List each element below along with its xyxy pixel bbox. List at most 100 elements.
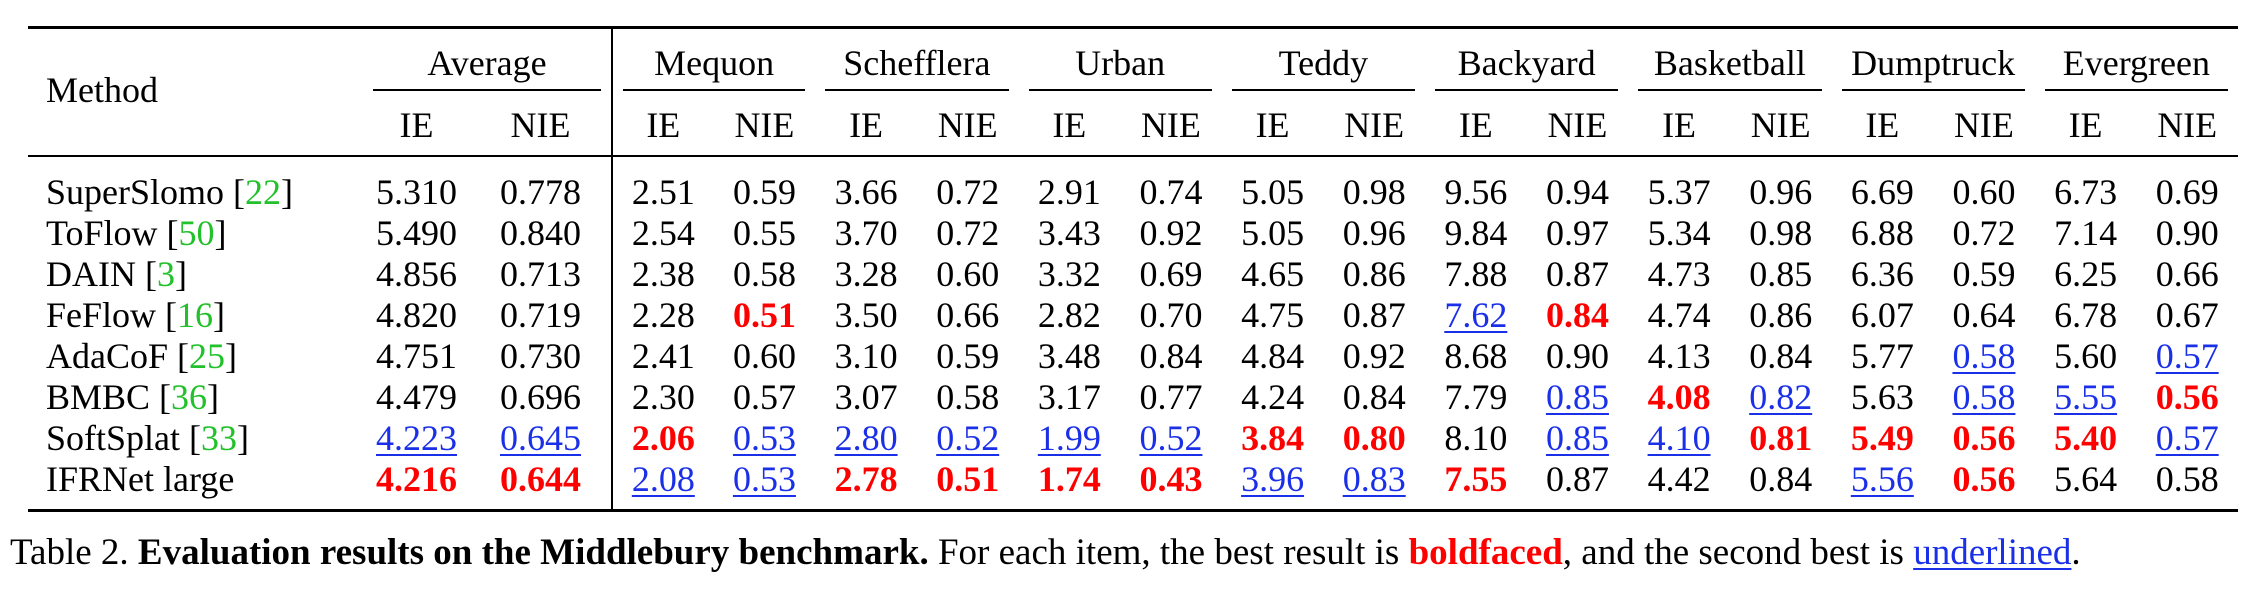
value-cell: 4.856 bbox=[363, 253, 470, 294]
value-cell: 0.57 bbox=[2136, 335, 2238, 376]
value-text: 0.59 bbox=[1952, 253, 2016, 294]
group-label: Evergreen bbox=[2044, 43, 2228, 91]
value-cell: 0.58 bbox=[917, 376, 1019, 417]
value-cell: 0.43 bbox=[1120, 458, 1222, 511]
value-text: 0.69 bbox=[2155, 171, 2219, 212]
value-cell: 2.41 bbox=[612, 335, 714, 376]
caption-prefix: Table 2. bbox=[10, 532, 129, 573]
metric-header-schefflera-ie: IE bbox=[815, 95, 917, 157]
value-text: 6.69 bbox=[1850, 171, 1914, 212]
value-text: 0.58 bbox=[1952, 335, 2016, 376]
value-cell: 2.51 bbox=[612, 156, 714, 212]
group-label: Teddy bbox=[1231, 43, 1415, 91]
value-cell: 5.56 bbox=[1832, 458, 1934, 511]
value-text: 3.28 bbox=[834, 253, 898, 294]
value-cell: 0.85 bbox=[1527, 417, 1629, 458]
value-text: 5.60 bbox=[2054, 335, 2118, 376]
citation-link[interactable]: 3 bbox=[156, 253, 175, 294]
value-text: 0.97 bbox=[1545, 212, 1609, 253]
method-name: SoftSplat bbox=[46, 417, 181, 458]
group-header-backyard: Backyard bbox=[1425, 26, 1629, 95]
table-head: Method Average Mequon Schefflera Urban Teddy… bbox=[28, 26, 2238, 157]
value-text: 2.54 bbox=[631, 212, 695, 253]
value-text: 0.84 bbox=[1139, 335, 1203, 376]
value-cell: 2.28 bbox=[612, 294, 714, 335]
value-text: 4.84 bbox=[1241, 335, 1305, 376]
value-text: 5.49 bbox=[1850, 417, 1914, 458]
value-cell: 0.86 bbox=[1323, 253, 1425, 294]
table-row: AdaCoF [25] 4.751 0.730 2.41 0.60 3.10 0.59 3.4… bbox=[28, 335, 2238, 376]
metric-header-urban-nie: NIE bbox=[1120, 95, 1222, 157]
method-name: FeFlow bbox=[46, 294, 157, 335]
value-text: 2.38 bbox=[631, 253, 695, 294]
citation-link[interactable]: 50 bbox=[178, 212, 215, 253]
value-cell: 3.66 bbox=[815, 156, 917, 212]
value-text: 9.56 bbox=[1444, 171, 1508, 212]
value-cell: 6.73 bbox=[2035, 156, 2137, 212]
value-cell: 4.75 bbox=[1222, 294, 1324, 335]
value-cell: 2.38 bbox=[612, 253, 714, 294]
value-text: 8.68 bbox=[1444, 335, 1508, 376]
value-cell: 3.43 bbox=[1019, 212, 1121, 253]
value-cell: 0.51 bbox=[917, 458, 1019, 511]
value-text: 1.99 bbox=[1037, 417, 1101, 458]
value-cell: 0.87 bbox=[1527, 458, 1629, 511]
value-cell: 0.51 bbox=[714, 294, 816, 335]
value-text: 0.82 bbox=[1749, 376, 1813, 417]
results-table: Method Average Mequon Schefflera Urban Teddy… bbox=[28, 26, 2238, 512]
value-cell: 4.73 bbox=[1628, 253, 1730, 294]
value-text: 3.17 bbox=[1037, 376, 1101, 417]
value-cell: 0.72 bbox=[917, 156, 1019, 212]
group-header-evergreen: Evergreen bbox=[2034, 26, 2238, 95]
citation-link[interactable]: 33 bbox=[201, 417, 238, 458]
value-cell: 0.77 bbox=[1120, 376, 1222, 417]
value-text: 3.96 bbox=[1241, 458, 1305, 499]
metric-header-teddy-nie: NIE bbox=[1323, 95, 1425, 157]
value-cell: 0.84 bbox=[1120, 335, 1222, 376]
value-cell: 0.644 bbox=[470, 458, 613, 511]
value-text: 0.58 bbox=[936, 376, 1000, 417]
value-cell: 0.96 bbox=[1323, 212, 1425, 253]
citation-link[interactable]: 25 bbox=[189, 335, 226, 376]
value-cell: 4.65 bbox=[1222, 253, 1324, 294]
value-cell: 9.84 bbox=[1425, 212, 1527, 253]
value-cell: 0.778 bbox=[470, 156, 613, 212]
value-cell: 5.40 bbox=[2035, 417, 2137, 458]
value-text: 0.53 bbox=[732, 417, 796, 458]
value-cell: 6.36 bbox=[1832, 253, 1934, 294]
value-cell: 0.87 bbox=[1323, 294, 1425, 335]
metric-header-row: IE NIE IE NIE IE NIE IE NIE IE NIE IE NIE IE NIE IE NIE… bbox=[28, 95, 2238, 157]
value-cell: 3.10 bbox=[815, 335, 917, 376]
value-cell: 4.42 bbox=[1628, 458, 1730, 511]
metric-header-average-nie: NIE bbox=[470, 95, 613, 157]
citation-link[interactable]: 22 bbox=[245, 171, 282, 212]
value-text: 0.84 bbox=[1545, 294, 1609, 335]
value-cell: 5.64 bbox=[2035, 458, 2137, 511]
metric-header-urban-ie: IE bbox=[1018, 95, 1121, 157]
value-text: 0.778 bbox=[500, 171, 581, 212]
metric-header-basketball-ie: IE bbox=[1628, 95, 1730, 157]
value-text: 4.13 bbox=[1647, 335, 1711, 376]
value-text: 7.14 bbox=[2054, 212, 2118, 253]
value-text: 2.80 bbox=[834, 417, 898, 458]
value-cell: 7.62 bbox=[1425, 294, 1527, 335]
value-cell: 0.97 bbox=[1527, 212, 1629, 253]
metric-header-mequon-ie: IE bbox=[612, 95, 714, 157]
value-cell: 4.479 bbox=[363, 376, 470, 417]
value-cell: 0.53 bbox=[714, 417, 816, 458]
table-body: SuperSlomo [22] 5.310 0.778 2.51 0.59 3.66 0.7… bbox=[28, 156, 2238, 511]
value-text: 3.32 bbox=[1037, 253, 1101, 294]
value-cell: 0.58 bbox=[2136, 458, 2238, 511]
metric-header-dumptruck-ie: IE bbox=[1831, 95, 1934, 157]
value-cell: 7.88 bbox=[1425, 253, 1527, 294]
citation-link[interactable]: 16 bbox=[177, 294, 214, 335]
value-cell: 0.85 bbox=[1730, 253, 1832, 294]
citation-link[interactable]: 36 bbox=[171, 376, 208, 417]
metric-header-mequon-nie: NIE bbox=[713, 95, 816, 157]
value-cell: 6.25 bbox=[2035, 253, 2137, 294]
value-cell: 0.84 bbox=[1527, 294, 1629, 335]
value-cell: 0.70 bbox=[1120, 294, 1222, 335]
method-cell: AdaCoF [25] bbox=[46, 335, 238, 376]
value-text: 4.42 bbox=[1647, 458, 1711, 499]
value-cell: 4.751 bbox=[363, 335, 470, 376]
